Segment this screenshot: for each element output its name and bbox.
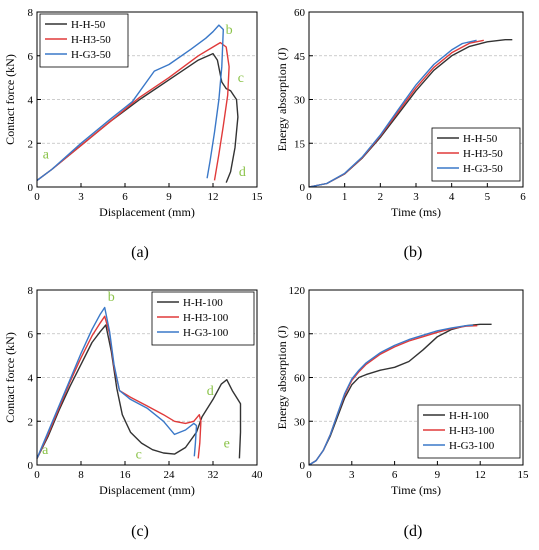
- x-axis-label: Displacement (mm): [99, 483, 195, 497]
- annotation-label: c: [238, 71, 244, 86]
- panel-caption: (b): [404, 244, 423, 261]
- y-tick-label: 0: [28, 460, 34, 472]
- legend-entry: H-H3-100: [449, 425, 495, 437]
- x-tick-label: 12: [208, 191, 219, 203]
- series-line-H-H-50: [36, 52, 239, 183]
- x-tick-label: 0: [34, 469, 40, 481]
- legend: H-H-50 H-H3-50 H-G3-50: [431, 127, 521, 182]
- legend-entry: H-H3-50: [71, 34, 111, 46]
- y-tick-label: 2: [28, 138, 34, 150]
- x-tick-label: 16: [120, 469, 132, 481]
- legend-entry: H-H-100: [183, 297, 223, 309]
- x-tick-label: 9: [166, 191, 172, 203]
- panel-d: 0 3 6 9 12 15 0 30 60 90 120 Time (ms) Energy absorp…: [275, 285, 529, 540]
- x-tick-label: 6: [520, 191, 526, 203]
- x-tick-label: 3: [413, 191, 419, 203]
- panel-a: 0 3 6 9 12 15 0 2 4 6 8 Displacement (mm) Contact fo…: [3, 7, 263, 261]
- x-tick-label: 4: [449, 191, 455, 203]
- x-tick-label: 3: [78, 191, 84, 203]
- x-tick-label: 24: [164, 469, 176, 481]
- x-tick-label: 15: [518, 469, 530, 481]
- x-axis-label: Displacement (mm): [99, 205, 195, 219]
- x-tick-label: 9: [435, 469, 441, 481]
- legend: H-H-100 H-H3-100 H-G3-100: [151, 291, 255, 346]
- x-axis-label: Time (ms): [391, 483, 441, 497]
- y-tick-label: 45: [294, 51, 306, 63]
- legend-entry: H-H3-50: [463, 148, 503, 160]
- y-tick-label: 0: [28, 182, 34, 194]
- series-line-H-G3-50: [308, 39, 477, 188]
- y-axis-label: Contact force (kN): [3, 332, 17, 423]
- panel-caption: (a): [131, 244, 149, 261]
- y-tick-label: 30: [294, 95, 306, 107]
- y-tick-label: 60: [294, 373, 306, 385]
- annotation-label: d: [207, 384, 214, 399]
- x-tick-label: 3: [349, 469, 355, 481]
- legend-entry: H-G3-50: [71, 49, 111, 61]
- legend-entry: H-H-50: [463, 133, 498, 145]
- x-tick-label: 8: [78, 469, 84, 481]
- series-line-H-H-100: [36, 324, 242, 459]
- x-tick-label: 2: [378, 191, 384, 203]
- legend: H-H-50 H-H3-50 H-G3-50: [39, 13, 129, 68]
- series-line-H-G3-50: [36, 24, 225, 181]
- series-line-H-G3-100: [308, 324, 474, 466]
- y-tick-label: 0: [300, 182, 306, 194]
- x-tick-label: 5: [485, 191, 491, 203]
- x-tick-label: 1: [342, 191, 348, 203]
- legend-entry: H-H3-100: [183, 312, 229, 324]
- legend-box: [151, 291, 255, 346]
- y-tick-label: 120: [289, 285, 306, 297]
- y-axis-label: Contact force (kN): [3, 54, 17, 145]
- annotation-label: c: [136, 447, 142, 462]
- x-tick-label: 0: [306, 469, 312, 481]
- y-tick-label: 0: [300, 460, 306, 472]
- annotation-label: a: [43, 148, 50, 163]
- series-line-H-G3-100: [36, 306, 198, 459]
- y-tick-label: 2: [28, 416, 34, 428]
- x-tick-label: 40: [252, 469, 264, 481]
- legend-entry: H-H-100: [449, 410, 489, 422]
- legend-box: [431, 127, 521, 182]
- y-axis-label: Energy absorption (J): [275, 326, 289, 430]
- x-tick-label: 6: [392, 469, 398, 481]
- x-tick-label: 6: [122, 191, 128, 203]
- y-tick-label: 90: [294, 329, 306, 341]
- x-tick-label: 0: [306, 191, 312, 203]
- y-tick-label: 4: [28, 373, 34, 385]
- annotation-label: b: [226, 23, 233, 38]
- annotation-label: b: [108, 290, 115, 305]
- annotation-label: e: [224, 437, 230, 452]
- y-tick-label: 4: [28, 95, 34, 107]
- legend-box: [39, 13, 129, 68]
- series-line-H-H3-50: [36, 41, 230, 181]
- legend-entry: H-G3-50: [463, 163, 503, 175]
- panel-caption: (c): [131, 523, 149, 540]
- y-tick-label: 6: [28, 51, 34, 63]
- x-tick-label: 0: [34, 191, 40, 203]
- legend: H-H-100 H-H3-100 H-G3-100: [417, 404, 521, 459]
- legend-entry: H-G3-100: [449, 440, 495, 452]
- y-tick-label: 6: [28, 329, 34, 341]
- panel-caption: (d): [404, 523, 423, 540]
- legend-box: [417, 404, 521, 459]
- y-tick-label: 15: [294, 138, 306, 150]
- x-tick-label: 12: [475, 469, 486, 481]
- x-tick-label: 32: [208, 469, 219, 481]
- legend-entry: H-G3-100: [183, 327, 229, 339]
- y-tick-label: 8: [28, 285, 34, 297]
- y-tick-label: 60: [294, 7, 306, 19]
- y-tick-label: 30: [294, 416, 306, 428]
- annotation-label: d: [239, 165, 246, 180]
- x-axis-label: Time (ms): [391, 205, 441, 219]
- legend-entry: H-H-50: [71, 19, 106, 31]
- y-axis-label: Energy absorption (J): [275, 48, 289, 152]
- x-tick-label: 15: [252, 191, 264, 203]
- y-tick-label: 8: [28, 7, 34, 19]
- annotation-label: a: [42, 443, 49, 458]
